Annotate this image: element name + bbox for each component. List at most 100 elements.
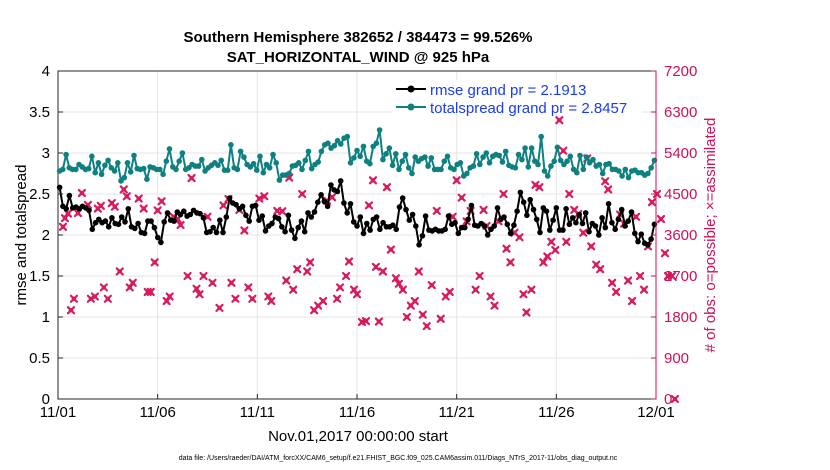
rmse-point [105,224,112,230]
spread-point [234,166,241,173]
spread-point [625,174,632,181]
spread-point [425,163,431,169]
y-left-tick-label: 3.5 [29,104,50,121]
spread-point [483,150,490,156]
spread-point [486,160,493,166]
y-right-axis-ticks: 0 900 1800 2700 3600 4500 5400 6300 7200 [651,63,697,408]
rmse-point [596,232,602,238]
rmse-point [252,202,259,209]
spread-point [199,156,205,163]
spread-point [354,147,360,154]
x-tick-label: 11/16 [339,404,375,421]
obs-assimilated-point [371,262,381,271]
spread-point [464,170,470,177]
rmse-point [632,230,638,237]
obs-assimilated-point [293,265,302,274]
rmse-point [605,201,612,207]
obs-point-core [233,296,238,301]
obs-point-core [201,273,206,279]
obs-assimilated-point [244,283,253,292]
y-left-axis-ticks: 0 0.5 1 1.5 2 2.5 3 3.5 4 [29,63,63,408]
obs-assimilated-point [391,274,400,283]
y-right-tick-label: 4500 [664,186,697,203]
obs-point-core [266,294,271,299]
obs-assimilated-point [134,194,143,203]
spread-point [331,142,338,149]
rmse-point [592,223,599,229]
rmse-point [132,225,138,232]
obs-point-core [589,244,594,249]
rmse-point [576,211,582,218]
obs-assimilated-point [639,285,649,294]
spread-point [548,163,554,169]
obs-assimilated-point [547,237,556,246]
rmse-point [543,208,550,214]
obs-point-core [564,239,569,245]
obs-point-core [124,194,129,199]
spread-point [224,167,231,173]
spread-point [351,155,357,161]
x-tick-label: 11/01 [40,404,76,421]
obs-point-core [370,178,376,183]
obs-assimilated-point [562,237,571,246]
obs-assimilated-point [499,189,508,199]
obs-point-core [354,292,360,297]
obs-point-core [60,224,66,229]
obs-assimilated-point [319,296,328,306]
rmse-point [553,205,560,211]
rmse-point [223,214,230,220]
obs-point-core [334,296,340,301]
obs-point-core [561,148,566,153]
rmse-point [628,209,635,215]
spread-point [477,161,483,168]
obs-assimilated-point [344,257,354,266]
spread-point [115,160,121,166]
obs-point-core [68,307,74,313]
spread-point [344,133,351,140]
y-right-tick-label: 3600 [664,227,697,244]
rmse-point [197,210,203,217]
rmse-point [602,224,609,231]
obs-point-core [307,260,313,265]
obs-assimilated-point [289,285,298,294]
obs-assimilated-point [368,176,378,185]
x-axis-label: Nov.01,2017 00:00:00 start [268,428,449,445]
obs-point-core [242,228,247,233]
obs-point-core [545,254,550,259]
obs-assimilated-point [635,271,645,281]
rmse-point [566,221,573,228]
rmse-point [246,218,252,224]
obs-point-core [504,246,509,251]
footnote: data file: /Users/raeder/DAI/ATM_forcXX/… [179,455,618,462]
y-left-tick-label: 4 [42,63,50,80]
obs-point-core [517,235,522,240]
spread-point [544,173,551,179]
rmse-point [615,216,622,223]
y-right-tick-label: 900 [664,350,689,367]
obs-point-core [567,191,572,197]
rmse-point [233,201,239,208]
spread-point [470,163,477,169]
spread-point [347,160,354,166]
spread-point [296,160,302,166]
obs-assimilated-point [601,177,610,186]
rmse-point [262,228,269,234]
obs-assimilated-point [146,287,155,297]
obs-point-core [629,298,635,304]
spread-point [564,158,570,164]
obs-assimilated-point [656,214,666,224]
x-tick-label: 11/21 [438,404,474,421]
spread-point [157,166,163,173]
rmse-point [579,220,586,227]
y-left-tick-label: 3 [42,145,50,162]
rmse-point [465,216,471,223]
obs-point-core [508,260,513,265]
spread-point [63,151,69,158]
obs-assimilated-point [427,281,436,290]
spread-point [315,159,322,165]
obs-assimilated-point [58,222,68,231]
obs-point-core [304,269,310,274]
obs-assimilated-point [667,271,677,281]
obs-assimilated-point [153,206,162,215]
obs-assimilated-point [660,249,670,258]
